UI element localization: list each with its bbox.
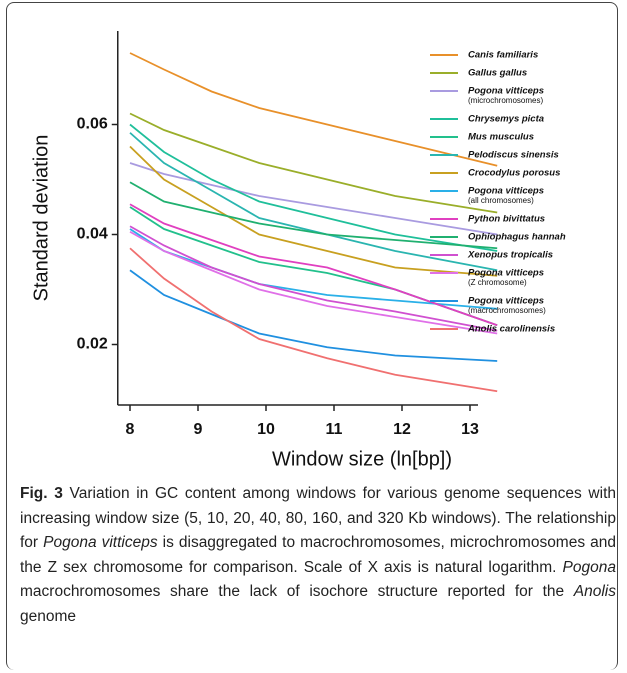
legend-note: (Z chromosome) xyxy=(468,278,527,287)
x-tick-label: 11 xyxy=(326,421,343,438)
legend-label: Canis familiaris xyxy=(468,50,538,61)
legend-label: Gallus gallus xyxy=(468,68,527,79)
caption-text: is disaggregated to macrochromosomes, mi… xyxy=(20,534,616,576)
chart: Window size (ln[bp]) Standard deviation … xyxy=(30,31,566,470)
y-axis-title: Standard deviation xyxy=(30,135,52,302)
series-line xyxy=(129,112,498,214)
y-tick-label: 0.02 xyxy=(77,336,108,353)
x-tick-label: 8 xyxy=(126,421,135,438)
series-line xyxy=(129,247,498,393)
caption: Fig. 3 Variation in GC content among win… xyxy=(20,482,616,629)
series-line xyxy=(129,132,498,272)
series-line xyxy=(129,225,498,332)
legend-label: Pelodiscus sinensis xyxy=(468,150,559,161)
series-line xyxy=(129,230,498,335)
legend-note: (all chromosomes) xyxy=(468,196,534,205)
series-line xyxy=(129,181,498,250)
y-tick-label: 0.04 xyxy=(77,226,108,243)
caption-text: Anolis xyxy=(573,583,616,600)
x-tick-label: 9 xyxy=(194,421,203,438)
legend-label: Pogona vitticeps xyxy=(468,296,544,307)
series-line xyxy=(129,269,498,362)
series-line xyxy=(129,203,498,327)
legend-label: Ophiophagus hannah xyxy=(468,232,566,243)
series-line xyxy=(129,123,498,252)
legend-note: (macrochromosomes) xyxy=(468,306,546,315)
x-axis-title: Window size (ln[bp]) xyxy=(272,448,452,470)
x-tick-label: 13 xyxy=(461,421,479,438)
x-tick-label: 12 xyxy=(393,421,411,438)
caption-text: Pogona xyxy=(562,558,616,576)
caption-label: Fig. 3 xyxy=(20,485,63,502)
legend-note: (microchromosomes) xyxy=(468,96,543,105)
y-tick-label: 0.06 xyxy=(77,116,108,133)
x-tick-label: 10 xyxy=(257,421,275,438)
caption-text: macrochromosomes share the lack of isoch… xyxy=(20,583,574,600)
legend-label: Pogona vitticeps xyxy=(468,86,544,97)
legend-label: Anolis carolinensis xyxy=(467,324,555,335)
series-line xyxy=(129,52,498,167)
legend-label: Python bivittatus xyxy=(468,214,545,225)
caption-text: Variation in GC content among windows fo… xyxy=(20,485,616,551)
legend-label: Xenopus tropicalis xyxy=(467,250,553,261)
caption-text: genome xyxy=(20,607,77,625)
legend-label: Chrysemys picta xyxy=(468,114,544,125)
series-line xyxy=(129,145,498,277)
caption-text: Pogona vitticeps xyxy=(43,534,158,551)
figure-frame xyxy=(6,2,618,670)
legend-label: Pogona vitticeps xyxy=(468,186,544,197)
legend-label: Crocodylus porosus xyxy=(468,168,560,179)
legend-label: Mus musculus xyxy=(468,132,534,143)
legend-label: Pogona vitticeps xyxy=(468,268,544,279)
series-line xyxy=(129,162,498,236)
